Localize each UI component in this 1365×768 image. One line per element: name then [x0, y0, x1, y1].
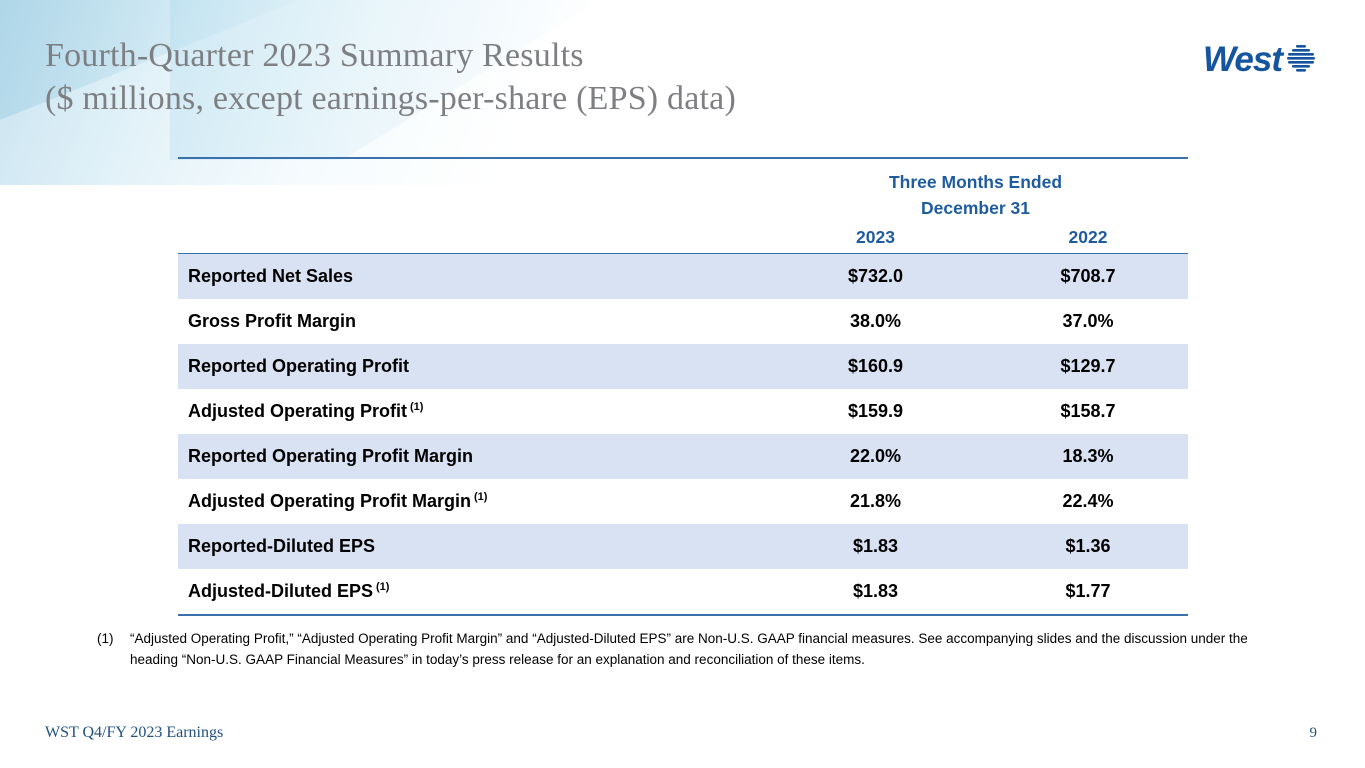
table-row: Reported-Diluted EPS $1.83 $1.36 — [178, 524, 1188, 569]
value-2022: $708.7 — [1060, 266, 1116, 286]
value-2022: $1.77 — [1065, 581, 1111, 601]
table-row: Adjusted Operating Profit Margin (1) 21.8… — [178, 479, 1188, 524]
footnote: (1) “Adjusted Operating Profit,” “Adjust… — [97, 628, 1282, 670]
year-header-2022: 2022 — [1068, 226, 1108, 247]
row-label-text: Reported-Diluted EPS — [188, 536, 376, 556]
summary-results-table: Three Months Ended December 31 2023 2022… — [178, 157, 1188, 616]
row-label: Gross Profit Margin — [178, 311, 763, 332]
row-label-text: Reported Operating Profit — [188, 356, 410, 376]
value-2022: 18.3% — [1062, 446, 1114, 466]
title-line-2: ($ millions, except earnings-per-share (… — [45, 80, 736, 117]
row-label-text: Adjusted Operating Profit — [188, 401, 408, 421]
row-label: Adjusted Operating Profit Margin (1) — [178, 491, 763, 512]
value-2023: 22.0% — [849, 446, 902, 466]
footnote-text: “Adjusted Operating Profit,” “Adjusted O… — [130, 631, 1248, 667]
table-row: Reported Net Sales $732.0 $708.7 — [178, 254, 1188, 299]
table-header: Three Months Ended December 31 2023 2022 — [178, 159, 1188, 254]
value-2023: $732.0 — [847, 266, 904, 286]
footnote-marker: (1) — [97, 631, 114, 646]
column-group-line-1: Three Months Ended — [888, 172, 1063, 192]
page-number: 9 — [1309, 725, 1318, 741]
title-line-1: Fourth-Quarter 2023 Summary Results — [45, 37, 584, 74]
row-label-text: Gross Profit Margin — [188, 311, 357, 331]
row-label-text: Reported Net Sales — [188, 266, 354, 286]
footnote-ref: (1) — [474, 491, 488, 503]
value-2022: $129.7 — [1060, 356, 1116, 376]
value-2023: $160.9 — [847, 356, 904, 376]
table-row: Reported Operating Profit $160.9 $129.7 — [178, 344, 1188, 389]
value-2023: 38.0% — [849, 311, 902, 331]
row-label: Reported-Diluted EPS — [178, 536, 763, 557]
table-row: Reported Operating Profit Margin 22.0% 1… — [178, 434, 1188, 479]
row-label: Reported Operating Profit Margin — [178, 446, 763, 467]
footnote-ref: (1) — [410, 401, 424, 413]
slide-title: Fourth-Quarter 2023 Summary Results ($ m… — [45, 34, 736, 120]
background-gradient — [0, 0, 640, 185]
year-header-2023: 2023 — [856, 226, 895, 247]
footnote-ref: (1) — [376, 581, 390, 593]
table-row: Adjusted Operating Profit (1) $159.9 $158… — [178, 389, 1188, 434]
value-2022: $1.36 — [1065, 536, 1111, 556]
value-2023: $1.83 — [852, 536, 899, 556]
table-row: Adjusted-Diluted EPS (1) $1.83 $1.77 — [178, 569, 1188, 614]
value-2022: 37.0% — [1062, 311, 1114, 331]
table-row: Gross Profit Margin 38.0% 37.0% — [178, 299, 1188, 344]
value-2022: $158.7 — [1060, 401, 1116, 421]
footer-presentation-title: WST Q4/FY 2023 Earnings — [45, 724, 224, 741]
row-label: Adjusted-Diluted EPS (1) — [178, 581, 763, 602]
value-2023: $159.9 — [847, 401, 904, 421]
year-header-row: 2023 2022 — [178, 221, 1188, 253]
row-label-text: Adjusted Operating Profit Margin — [188, 491, 472, 511]
column-group-line-2: December 31 — [921, 198, 1030, 218]
row-label-text: Adjusted-Diluted EPS — [188, 581, 374, 601]
row-label: Adjusted Operating Profit (1) — [178, 401, 763, 422]
west-logo: West — [1203, 40, 1317, 80]
column-group-header: Three Months Ended December 31 — [763, 169, 1188, 221]
value-2023: $1.83 — [852, 581, 899, 601]
value-2022: 22.4% — [1062, 491, 1114, 511]
row-label: Reported Operating Profit — [178, 356, 763, 377]
table-body: Reported Net Sales $732.0 $708.7 Gross P… — [178, 254, 1188, 616]
row-label-text: Reported Operating Profit Margin — [188, 446, 474, 466]
row-label: Reported Net Sales — [178, 266, 763, 287]
west-logo-text: West — [1203, 40, 1283, 79]
west-globe-icon — [1285, 42, 1317, 79]
value-2023: 21.8% — [849, 491, 902, 511]
